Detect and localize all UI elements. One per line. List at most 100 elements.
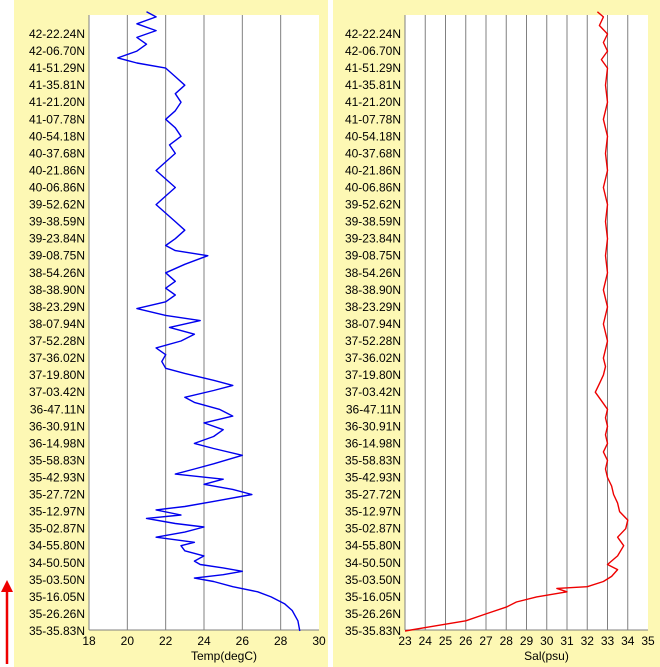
y-tick-label: 41-51.29N (29, 61, 85, 75)
y-tick-label: 37-03.42N (345, 385, 401, 399)
temp-chart-panel: 18 20 22 24 26 28 30 42-22.24N 42-06.70N 41-51.29… (14, 0, 328, 667)
y-tick-label: 35-03.50N (29, 573, 85, 587)
x-axis-title: Temp(degC) (191, 649, 257, 663)
y-tick-label: 41-07.78N (29, 112, 85, 126)
y-tick-label: 35-12.97N (29, 505, 85, 519)
x-tick-label: 25 (439, 634, 453, 648)
y-tick-label: 40-54.18N (29, 129, 85, 143)
y-tick-label: 38-23.29N (345, 300, 401, 314)
x-tick-label: 33 (601, 634, 615, 648)
y-tick-label: 39-23.84N (29, 232, 85, 246)
y-tick-label: 37-03.42N (29, 385, 85, 399)
y-tick-label: 35-27.72N (345, 488, 401, 502)
y-tick-label: 34-50.50N (345, 556, 401, 570)
y-tick-label: 37-36.02N (345, 351, 401, 365)
y-tick-label: 35-16.05N (345, 590, 401, 604)
y-tick-label: 35-27.72N (29, 488, 85, 502)
y-tick-label: 39-38.59N (345, 215, 401, 229)
y-tick-label: 37-36.02N (29, 351, 85, 365)
y-tick-label: 40-06.86N (29, 181, 85, 195)
x-tick-label: 29 (520, 634, 534, 648)
y-tick-label: 35-03.50N (345, 573, 401, 587)
y-tick-label: 36-47.11N (346, 402, 401, 416)
y-tick-label: 39-38.59N (29, 215, 85, 229)
y-tick-label: 37-52.28N (345, 334, 401, 348)
y-tick-label: 38-07.94N (29, 317, 85, 331)
y-tick-label: 40-21.86N (345, 163, 401, 177)
y-tick-label: 34-50.50N (29, 556, 85, 570)
y-tick-label: 37-52.28N (29, 334, 85, 348)
x-tick-label: 27 (479, 634, 493, 648)
y-tick-label: 35-42.93N (29, 470, 85, 484)
y-tick-label: 35-58.83N (345, 453, 401, 467)
y-tick-label: 39-52.62N (29, 198, 85, 212)
x-tick-label: 18 (82, 634, 96, 648)
salinity-chart-panel: 23 24 25 26 27 28 29 30 31 32 33 34 35 42-22.24N 42-06… (333, 0, 660, 667)
y-tick-label: 35-42.93N (345, 470, 401, 484)
y-tick-label: 35-26.26N (29, 607, 85, 621)
x-tick-label: 32 (581, 634, 595, 648)
y-tick-label: 35-35.83N (29, 624, 85, 638)
y-tick-label: 36-14.98N (345, 436, 401, 450)
y-tick-label: 34-55.80N (345, 539, 401, 553)
y-tick-label: 38-38.90N (29, 283, 85, 297)
y-tick-label: 42-06.70N (345, 44, 401, 58)
y-tick-label: 38-07.94N (345, 317, 401, 331)
y-tick-label: 36-47.11N (30, 402, 85, 416)
y-tick-label: 39-52.62N (345, 198, 401, 212)
y-tick-label: 41-21.20N (29, 95, 85, 109)
x-tick-label: 20 (121, 634, 135, 648)
y-tick-label: 39-23.84N (345, 232, 401, 246)
sal-series-line (404, 11, 629, 632)
y-tick-label: 40-37.68N (345, 146, 401, 160)
y-tick-label: 41-35.81N (345, 78, 401, 92)
x-tick-label: 28 (274, 634, 288, 648)
y-tick-label: 42-22.24N (29, 27, 85, 41)
y-tick-label: 36-30.91N (29, 419, 85, 433)
y-tick-label: 34-55.80N (29, 539, 85, 553)
x-tick-label: 26 (459, 634, 473, 648)
x-tick-label: 30 (312, 634, 326, 648)
y-tick-label: 41-07.78N (345, 112, 401, 126)
y-tick-label: 38-54.26N (29, 266, 85, 280)
y-tick-label: 38-38.90N (345, 283, 401, 297)
y-tick-label: 37-19.80N (29, 368, 85, 382)
y-tick-label: 41-51.29N (345, 61, 401, 75)
x-axis-title: Sal(psu) (524, 649, 569, 663)
up-arrow-icon (0, 580, 14, 667)
temp-series-line (117, 11, 301, 632)
x-tick-label: 35 (641, 634, 655, 648)
y-tick-label: 35-02.87N (345, 522, 401, 536)
y-tick-label: 42-06.70N (29, 44, 85, 58)
x-tick-label: 31 (560, 634, 574, 648)
y-tick-label: 38-54.26N (345, 266, 401, 280)
y-tick-label: 41-21.20N (345, 95, 401, 109)
y-tick-label: 35-16.05N (29, 590, 85, 604)
y-tick-label: 35-12.97N (345, 505, 401, 519)
y-tick-label: 39-08.75N (29, 249, 85, 263)
y-tick-label: 41-35.81N (29, 78, 85, 92)
x-tick-label: 26 (236, 634, 250, 648)
x-tick-label: 22 (159, 634, 173, 648)
x-tick-label: 30 (540, 634, 554, 648)
y-tick-label: 36-30.91N (345, 419, 401, 433)
y-tick-label: 38-23.29N (29, 300, 85, 314)
y-tick-label: 42-22.24N (345, 27, 401, 41)
x-tick-label: 23 (398, 634, 412, 648)
y-tick-label: 35-58.83N (29, 453, 85, 467)
x-tick-label: 24 (419, 634, 433, 648)
y-tick-label: 35-26.26N (345, 607, 401, 621)
y-tick-label: 36-14.98N (29, 436, 85, 450)
x-tick-label: 24 (197, 634, 211, 648)
y-tick-label: 35-35.83N (345, 624, 401, 638)
x-tick-label: 28 (500, 634, 514, 648)
y-tick-label: 37-19.80N (345, 368, 401, 382)
y-tick-label: 40-06.86N (345, 181, 401, 195)
x-tick-label: 34 (621, 634, 635, 648)
y-tick-label: 40-37.68N (29, 146, 85, 160)
y-tick-label: 40-21.86N (29, 163, 85, 177)
y-tick-label: 40-54.18N (345, 129, 401, 143)
salinity-chart: 23 24 25 26 27 28 29 30 31 32 33 34 35 42-22.24N 42-06… (345, 11, 655, 663)
y-tick-label: 35-02.87N (29, 522, 85, 536)
temp-chart: 18 20 22 24 26 28 30 42-22.24N 42-06.70N 41-51.29… (29, 11, 326, 663)
